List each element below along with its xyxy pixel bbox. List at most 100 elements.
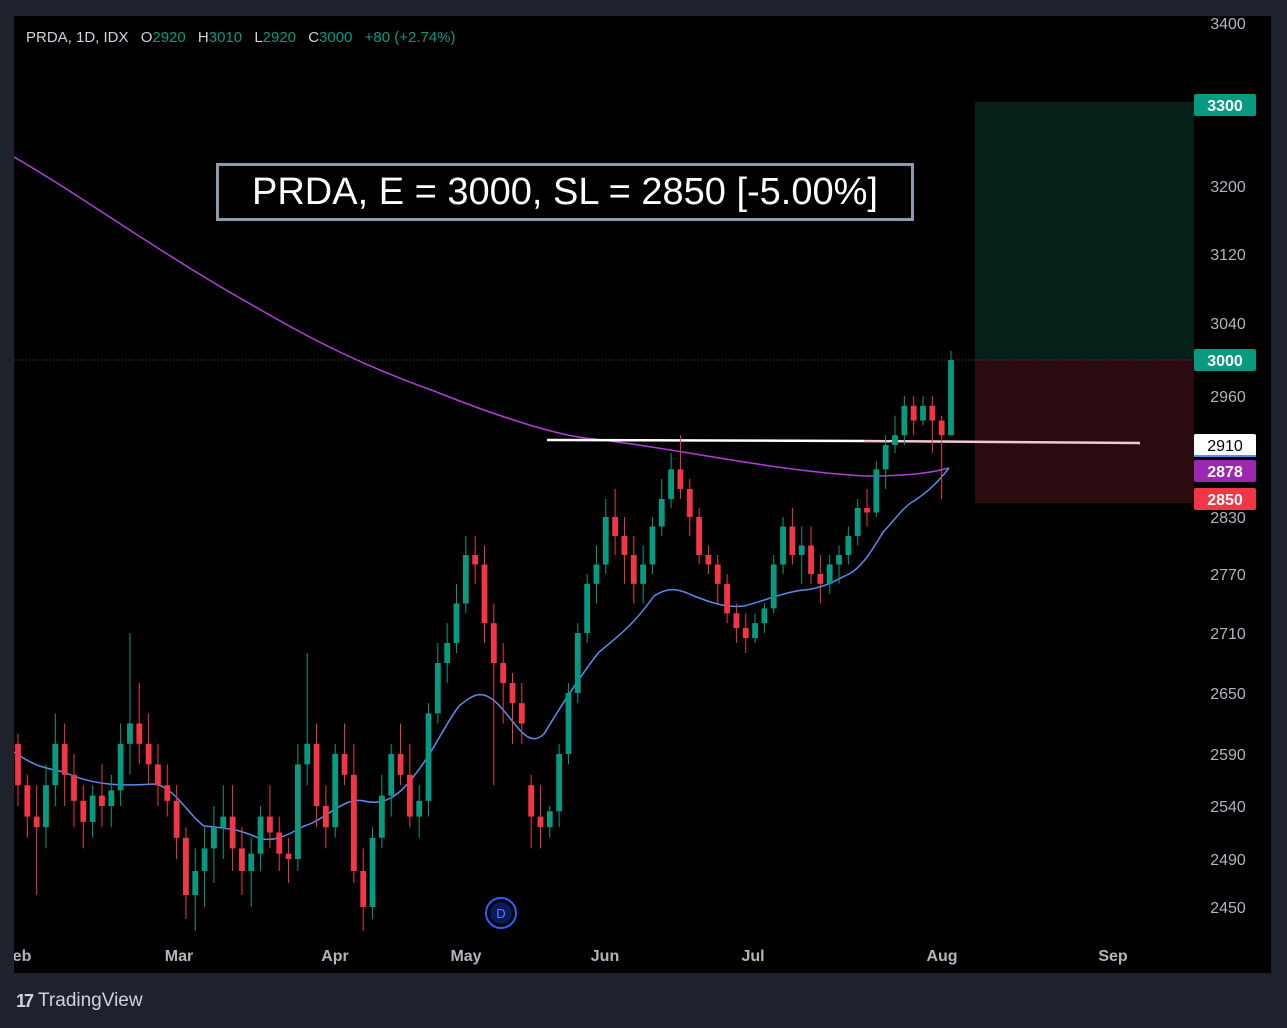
change-value: +80 (+2.74%) (364, 29, 456, 46)
candle-body (136, 723, 143, 744)
candle-body (285, 853, 292, 859)
candle-body (929, 405, 936, 421)
candle-body (201, 848, 208, 871)
candle-body (388, 754, 395, 796)
price-tags: 3300 3000 2910 2878 2850 (1194, 94, 1256, 510)
price-tag-label: 2878 (1207, 464, 1243, 481)
candle-body (173, 800, 180, 838)
candle-body (789, 526, 796, 555)
candle-body (733, 613, 740, 629)
symbol-header: PRDA, 1D, IDX O2920 H3010 L2920 C3000 +8… (26, 29, 456, 46)
ma-short-line (14, 467, 950, 841)
candle-body (584, 583, 591, 633)
earnings-marker-inner (490, 902, 512, 924)
candle-body (453, 603, 460, 643)
price-axis[interactable]: 3400 3200 3120 3040 2960 2830 2770 2710 2650 2590… (1210, 16, 1246, 917)
candle-body (882, 445, 889, 470)
chart-frame[interactable]: D 3400 3200 3120 3040 2960 2830 2770 2710 2650 25… (14, 16, 1271, 973)
candle-body (714, 564, 721, 584)
candle-body (80, 800, 87, 822)
earnings-marker-label: D (496, 906, 505, 921)
candle-body (89, 795, 96, 822)
candle-body (556, 754, 563, 812)
month-tick-label: Apr (321, 948, 349, 965)
candle-body (770, 564, 777, 609)
candle-body (668, 469, 674, 499)
chart-canvas[interactable]: D 3400 3200 3120 3040 2960 2830 2770 2710 2650 25… (14, 16, 1271, 973)
candle-body (696, 517, 702, 555)
candle-body (322, 806, 329, 828)
candle-body (43, 785, 49, 828)
candle-body (220, 816, 227, 828)
candle-body (472, 555, 479, 565)
candle-body (649, 526, 656, 565)
candle-body (490, 623, 497, 663)
price-tick-label: 3040 (1210, 316, 1246, 333)
candle-body (640, 564, 647, 584)
annotation-title[interactable]: PRDA, E = 3000, SL = 2850 [-5.00%] (216, 163, 914, 221)
candle-body (444, 643, 451, 663)
symbol-line: PRDA, 1D, IDX (26, 29, 129, 46)
candle-body (397, 754, 404, 775)
month-tick-label: Sep (1098, 948, 1128, 965)
price-tick-label: 2710 (1210, 626, 1246, 643)
candle-body (406, 774, 413, 817)
price-tag-entry (1194, 349, 1256, 371)
footer-brand[interactable]: 17 TradingView (16, 990, 143, 1012)
price-tick-label: 2770 (1210, 567, 1246, 584)
time-axis[interactable]: eb Mar Apr May Jun Jul Aug Sep (14, 948, 1128, 965)
price-tag-resistance (1194, 434, 1256, 456)
price-tick-label: 2830 (1210, 510, 1246, 527)
month-tick-label: Jun (591, 948, 619, 965)
candle-body (593, 564, 600, 584)
candle-body (378, 795, 385, 838)
month-tick-label: Jul (741, 948, 764, 965)
candle-body (164, 785, 171, 801)
price-tick-label: 3400 (1210, 16, 1246, 33)
candle-body (817, 574, 824, 584)
candle-body (481, 564, 488, 624)
price-tick-label: 2650 (1210, 686, 1246, 703)
price-tag-label: 2850 (1207, 492, 1243, 509)
month-tick-label: Mar (165, 948, 193, 965)
candle-body (528, 785, 535, 817)
candles-layer (15, 350, 954, 931)
price-tick-label: 3200 (1210, 179, 1246, 196)
candle-body (920, 405, 926, 421)
open-label: O (140, 29, 153, 46)
target-zone (975, 102, 1194, 360)
candle-body (341, 754, 348, 775)
candle-body (248, 853, 255, 871)
candle-body (33, 816, 40, 828)
candle-body (416, 800, 423, 817)
price-tag-label: 3000 (1207, 353, 1243, 370)
price-tick-label: 2960 (1210, 389, 1246, 406)
low-value: 2920 (262, 29, 297, 46)
month-tick-label: eb (14, 948, 32, 965)
price-tag-target (1194, 94, 1256, 116)
candle-body (938, 420, 945, 436)
candle-body (677, 469, 684, 489)
candle-body (369, 837, 376, 907)
price-tick-label: 3120 (1210, 247, 1246, 264)
candle-body (332, 754, 339, 828)
candle-body (15, 743, 21, 786)
earnings-marker[interactable] (485, 897, 517, 929)
candle-body (127, 723, 133, 744)
candle-body (612, 517, 619, 536)
candle-body (686, 489, 693, 517)
open-value: 2920 (152, 29, 186, 46)
candle-body (267, 816, 273, 833)
candle-body (313, 743, 320, 806)
close-label: C (308, 29, 320, 46)
candle-body (24, 785, 31, 817)
close-value: 3000 (319, 29, 353, 46)
candle-body (99, 795, 105, 806)
candle-body (509, 683, 516, 704)
candle-body (948, 360, 954, 436)
candle-body (425, 713, 432, 801)
candle-body (71, 774, 77, 801)
candle-body (724, 583, 730, 614)
low-label: L (254, 29, 263, 46)
candle-body (780, 526, 786, 565)
